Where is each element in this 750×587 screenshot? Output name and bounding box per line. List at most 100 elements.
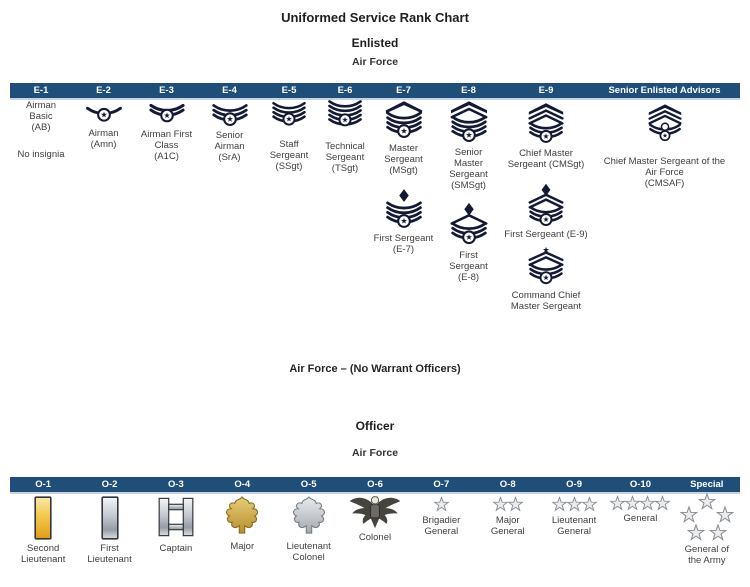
airman-first-class-insignia-icon xyxy=(148,102,186,124)
grade-header-e3: E-3 xyxy=(159,85,174,96)
grade-header-o9: O-9 xyxy=(566,479,582,490)
enlisted-cell-e3: Airman First Class (A1C) xyxy=(135,98,198,312)
master-sergeant-insignia-icon xyxy=(385,100,423,138)
gold-oak-leaf-insignia-icon xyxy=(224,496,260,535)
senior-airman-insignia-icon xyxy=(211,102,249,126)
two-stars-insignia-icon xyxy=(492,496,523,511)
rank-label-chief-master-sergeant: Chief Master Sergeant (CMSgt) xyxy=(507,148,585,170)
four-stars-insignia-icon xyxy=(610,495,671,510)
enlisted-cell-e1: Airman Basic (AB) No insignia xyxy=(10,98,72,312)
grade-header-senior-enlisted-advisors: Senior Enlisted Advisors xyxy=(608,85,721,96)
five-stars-pentagon-insignia-icon xyxy=(680,493,734,541)
rank-label-general: General xyxy=(623,513,658,524)
enlisted-branch-label: Air Force xyxy=(351,56,399,68)
rank-label-first-lieutenant: First Lieutenant xyxy=(87,543,132,565)
grade-header-o2: O-2 xyxy=(101,479,118,490)
colonel-eagle-insignia-icon xyxy=(347,493,403,532)
officer-cell-o9: Lieutenant General xyxy=(541,492,607,566)
no-insignia-note: No insignia xyxy=(17,149,65,160)
rank-label-major-general: Major General xyxy=(490,515,525,537)
enlisted-cell-e9: Chief Master Sergeant (CMSgt) First Serg… xyxy=(503,98,589,312)
rank-label-airman: Airman (Amn) xyxy=(88,128,119,150)
grade-header-o10: O-10 xyxy=(629,479,651,490)
captain-bars-insignia-icon xyxy=(156,497,196,537)
enlisted-rank-row: Airman Basic (AB) No insignia Airman (Am… xyxy=(10,98,740,312)
first-sergeant-e7-insignia-icon xyxy=(385,188,423,229)
rank-label-master-sergeant: Master Sergeant (MSgt) xyxy=(384,143,423,176)
officer-heading: Officer xyxy=(355,419,395,433)
grade-header-e1: E-1 xyxy=(33,85,49,96)
grade-header-e7: E-7 xyxy=(396,85,411,96)
grade-header-o5: O-5 xyxy=(300,479,317,490)
staff-sergeant-insignia-icon xyxy=(271,100,307,126)
enlisted-cell-e7: Master Sergeant (MSgt) First Sergeant (E… xyxy=(373,98,434,312)
grade-header-o8: O-8 xyxy=(499,479,516,490)
rank-label-first-sergeant-e9: First Sergeant (E-9) xyxy=(504,229,588,240)
officer-cell-o3: Captain xyxy=(143,492,209,566)
grade-header-o1: O-1 xyxy=(35,479,52,490)
officer-cell-o10: General xyxy=(607,492,673,566)
officer-cell-o2: First Lieutenant xyxy=(76,492,142,566)
grade-header-e2: E-2 xyxy=(96,85,111,96)
rank-label-command-chief-master-sergeant: Command Chief Master Sergeant xyxy=(510,290,582,312)
rank-label-senior-airman: Senior Airman (SrA) xyxy=(214,130,245,163)
rank-label-general-of-the-army: General of the Army xyxy=(684,544,729,566)
senior-master-sergeant-insignia-icon xyxy=(450,100,488,142)
grade-header-e4: E-4 xyxy=(222,85,237,96)
page-title: Uniformed Service Rank Chart xyxy=(281,10,469,25)
enlisted-heading: Enlisted xyxy=(351,36,399,50)
officer-branch-label: Air Force xyxy=(351,447,399,459)
officer-grade-bar: O-1 O-2 O-3 O-4 O-5 O-6 O-7 O-8 O-9 O-10… xyxy=(10,477,740,492)
grade-header-e6: E-6 xyxy=(337,85,353,96)
grade-header-o7: O-7 xyxy=(433,479,450,490)
grade-header-e9: E-9 xyxy=(538,85,554,96)
rank-label-staff-sergeant: Staff Sergeant (SSgt) xyxy=(269,139,309,172)
airman-insignia-icon xyxy=(85,104,123,123)
rank-label-lieutenant-general: Lieutenant General xyxy=(551,515,597,537)
officer-cell-o6: Colonel xyxy=(342,492,408,566)
officer-cell-special: General of the Army xyxy=(674,492,740,566)
first-sergeant-e9-insignia-icon xyxy=(528,183,564,226)
rank-label-cmsaf: Chief Master Sergeant of the Air Force (… xyxy=(603,156,726,189)
rank-label-colonel: Colonel xyxy=(358,532,392,543)
technical-sergeant-insignia-icon xyxy=(327,98,363,127)
enlisted-cell-e2: Airman (Amn) xyxy=(72,98,135,312)
enlisted-cell-e6: Technical Sergeant (TSgt) xyxy=(317,98,373,312)
officer-cell-o8: Major General xyxy=(475,492,541,566)
grade-header-e8: E-8 xyxy=(461,85,476,96)
grade-header-o4: O-4 xyxy=(234,479,251,490)
rank-label-airman-first-class: Airman First Class (A1C) xyxy=(140,129,193,162)
rank-label-first-sergeant-e7: First Sergeant (E-7) xyxy=(373,233,434,255)
enlisted-cell-e4: Senior Airman (SrA) xyxy=(198,98,261,312)
officer-rank-row: Second Lieutenant First Lieutenant Capta… xyxy=(10,492,740,566)
officer-cell-o1: Second Lieutenant xyxy=(10,492,76,566)
silver-bar-insignia-icon xyxy=(101,496,119,540)
enlisted-cell-e8: Senior Master Sergeant (SMSgt) First Ser… xyxy=(434,98,503,312)
rank-label-captain: Captain xyxy=(159,543,193,554)
chief-master-sergeant-insignia-icon xyxy=(528,102,564,143)
grade-header-o3: O-3 xyxy=(167,479,184,490)
officer-cell-o7: Brigadier General xyxy=(408,492,474,566)
rank-label-senior-master-sergeant: Senior Master Sergeant (SMSgt) xyxy=(449,147,488,191)
rank-label-second-lieutenant: Second Lieutenant xyxy=(20,543,66,565)
silver-oak-leaf-insignia-icon xyxy=(291,496,327,535)
rank-label-technical-sergeant: Technical Sergeant (TSgt) xyxy=(325,141,365,174)
first-sergeant-e8-insignia-icon xyxy=(450,202,488,245)
rank-label-lieutenant-colonel: Lieutenant Colonel xyxy=(286,541,331,563)
grade-header-o6: O-6 xyxy=(367,479,383,490)
three-stars-insignia-icon xyxy=(551,496,597,511)
command-chief-master-sergeant-insignia-icon xyxy=(528,246,564,285)
rank-label-major: Major xyxy=(230,541,255,552)
gold-bar-insignia-icon xyxy=(34,496,52,540)
cmsaf-insignia-icon xyxy=(648,103,682,142)
no-warrant-officers-note: Air Force – (No Warrant Officers) xyxy=(289,363,461,375)
grade-header-e5: E-5 xyxy=(281,85,297,96)
rank-label-airman-basic: Airman Basic (AB) xyxy=(25,100,57,133)
rank-label-brigadier-general: Brigadier General xyxy=(422,515,461,537)
grade-header-special: Special xyxy=(690,479,724,490)
enlisted-cell-senior-enlisted-advisors: Chief Master Sergeant of the Air Force (… xyxy=(589,98,740,312)
one-star-insignia-icon xyxy=(434,496,449,511)
enlisted-cell-e5: Staff Sergeant (SSgt) xyxy=(261,98,317,312)
officer-cell-o4: Major xyxy=(209,492,275,566)
